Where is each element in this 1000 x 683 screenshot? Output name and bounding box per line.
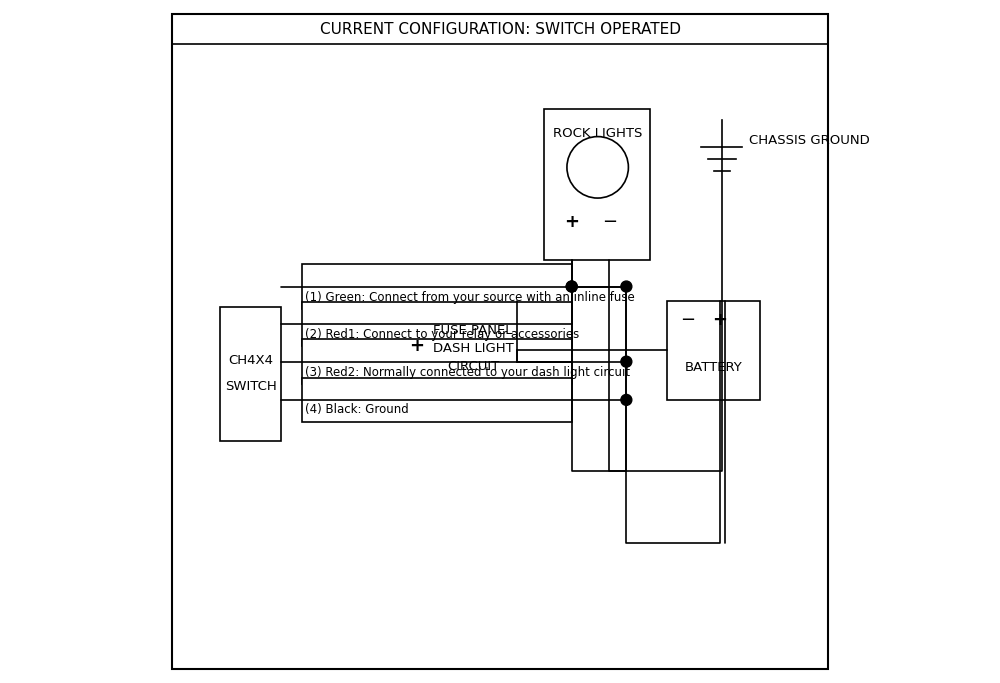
Text: DASH LIGHT: DASH LIGHT [433,342,513,355]
Circle shape [621,356,632,367]
Bar [544,109,650,260]
Text: +: + [712,311,727,329]
Text: (3) Red2: Normally connected to your dash light circuit: (3) Red2: Normally connected to your das… [305,365,630,379]
Text: (4) Black: Ground: (4) Black: Ground [305,403,409,417]
Circle shape [621,395,632,405]
Text: CH4X4: CH4X4 [228,354,273,367]
Text: FUSE PANEL: FUSE PANEL [433,324,513,337]
Bar [302,378,572,422]
Bar [302,339,572,384]
Circle shape [621,281,632,292]
Text: −: − [680,311,695,329]
Text: (2) Red1: Connect to your relay or accessories: (2) Red1: Connect to your relay or acces… [305,328,580,342]
Text: +: + [564,213,579,231]
Circle shape [566,281,577,292]
Text: CURRENT CONFIGURATION: SWITCH OPERATED: CURRENT CONFIGURATION: SWITCH OPERATED [320,22,680,37]
Text: (1) Green: Connect from your source with an inline fuse: (1) Green: Connect from your source with… [305,290,635,304]
Bar [220,307,281,441]
Text: BATTERY: BATTERY [685,361,742,374]
Text: CHASSIS GROUND: CHASSIS GROUND [749,133,870,147]
Text: +: + [409,337,424,355]
Circle shape [566,281,577,292]
Bar [302,302,572,346]
Bar [667,301,760,400]
Bar [302,264,572,309]
Text: ROCK LIGHTS: ROCK LIGHTS [553,126,642,140]
Text: −: − [602,213,617,231]
Text: SWITCH: SWITCH [225,380,277,393]
Bar [404,301,517,400]
Text: CIRCUIT: CIRCUIT [447,360,499,373]
